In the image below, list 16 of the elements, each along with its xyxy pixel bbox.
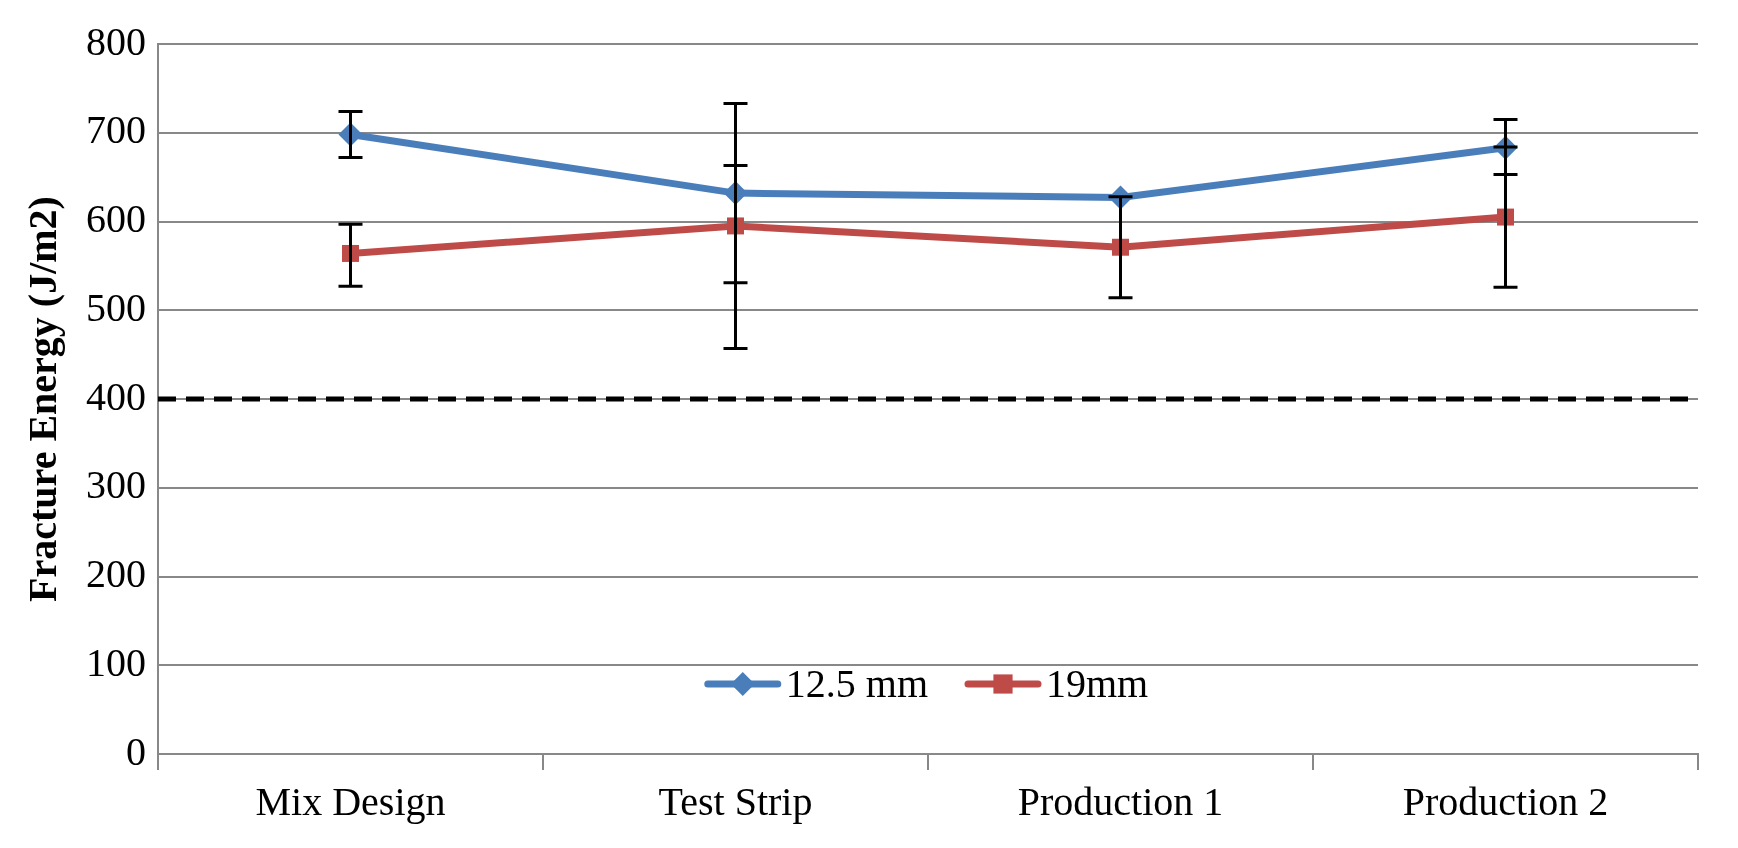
y-tick-label: 0 [126, 728, 146, 774]
x-tick-label: Production 2 [1402, 778, 1609, 824]
legend-label: 19mm [1046, 660, 1149, 706]
x-tick-label: Mix Design [255, 778, 446, 824]
y-tick-label: 400 [86, 373, 146, 419]
y-tick-label: 800 [86, 18, 146, 64]
x-tick-label: Production 1 [1017, 778, 1224, 824]
legend-label: 12.5 mm [785, 660, 929, 706]
y-axis-title: Fracture Energy (J/m2) [20, 196, 66, 602]
y-tick-label: 300 [86, 462, 146, 508]
x-tick-label: Test Strip [658, 778, 813, 824]
y-tick-label: 600 [86, 196, 146, 241]
y-tick-label: 500 [86, 284, 146, 330]
y-tick-label: 200 [86, 551, 146, 596]
y-tick-label: 100 [86, 639, 146, 685]
y-tick-label: 700 [86, 107, 146, 153]
